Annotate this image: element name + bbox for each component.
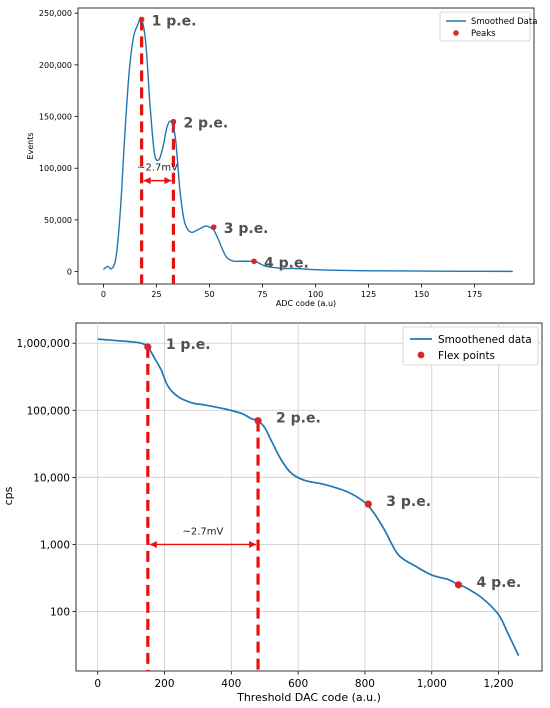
y-tick-label: 100 — [50, 607, 70, 619]
width-arrow-head-right — [164, 177, 172, 185]
y-tick-label: 1,000 — [40, 539, 70, 551]
legend-label-peaks: Peaks — [471, 29, 496, 39]
peak-marker — [251, 258, 257, 265]
pe-label: 2 p.e. — [183, 116, 228, 132]
dashed-lines-group — [140, 19, 176, 284]
legend-box — [402, 326, 539, 366]
width-arrow-head-left — [143, 177, 151, 185]
x-tick-label: 400 — [221, 678, 241, 690]
peak-marker — [210, 224, 217, 230]
legend-marker-swatch — [453, 30, 459, 36]
grid-group — [76, 323, 542, 671]
tick-group: 0 200 400 600 800 1,000 1,200 100 1,000 10,000 100… — [17, 338, 514, 690]
pe-label: 4 p.e. — [264, 255, 309, 271]
x-tick-label: 50 — [204, 290, 214, 299]
annotation-group: 1 p.e. 2 p.e. 3 p.e. 4 p.e. ~2.7mV — [137, 13, 309, 271]
legend-label-smoothened-data: Smoothened data — [438, 334, 532, 346]
series-group — [103, 16, 513, 273]
pe-label: 3 p.e. — [386, 494, 431, 510]
y-tick-label: 100,000 — [39, 164, 72, 173]
tick-group: 0 25 50 75 100 125 150 175 0 50,000 100,000 150,000… — [39, 9, 482, 299]
x-tick-label: 0 — [101, 290, 106, 299]
y-tick-label: 200,000 — [39, 61, 72, 70]
pe-label: 1 p.e. — [166, 337, 211, 353]
legend: Smoothened data Flex points — [402, 326, 539, 366]
x-tick-label: 0 — [94, 678, 101, 690]
y-tick-label: 150,000 — [39, 113, 72, 122]
x-tick-label: 175 — [467, 290, 482, 299]
annotation-group: 1 p.e. 2 p.e. 3 p.e. 4 p.e. ~2.7mV — [149, 337, 521, 591]
smoothed-data-line — [97, 338, 520, 657]
legend-label-flex-points: Flex points — [438, 350, 495, 362]
peak-marker — [454, 581, 463, 589]
peak-marker — [254, 417, 262, 425]
width-annotation-label: ~2.7mV — [137, 163, 178, 174]
smoothed-data-line — [103, 17, 513, 273]
y-tick-label: 1,000,000 — [17, 338, 70, 350]
x-tick-label: 1,200 — [484, 678, 514, 690]
legend: Smoothed Data Peaks — [439, 11, 537, 42]
width-arrow-head-right — [249, 540, 257, 548]
x-tick-label: 100 — [308, 290, 323, 299]
adc-events-chart: 0 25 50 75 100 125 150 175 0 50,000 100,000 150,000… — [26, 7, 537, 308]
dashed-lines-group — [146, 346, 260, 671]
peak-marker — [170, 118, 177, 125]
x-tick-label: 150 — [414, 290, 429, 299]
x-tick-label: 200 — [154, 678, 174, 690]
legend-marker-swatch — [417, 351, 425, 359]
y-axis-title: Events — [26, 132, 35, 159]
pe-label: 4 p.e. — [476, 575, 521, 591]
y-tick-label: 10,000 — [33, 472, 70, 484]
x-tick-label: 125 — [361, 290, 376, 299]
threshold-cps-chart: 0 200 400 600 800 1,000 1,200 100 1,000 10,000 100… — [2, 322, 543, 704]
x-tick-label: 1,000 — [417, 678, 447, 690]
y-tick-label: 250,000 — [39, 9, 72, 18]
x-axis-title: Threshold DAC code (a.u.) — [236, 691, 381, 704]
y-tick-label: 100,000 — [27, 405, 70, 417]
peak-marker — [144, 343, 152, 351]
pe-label: 3 p.e. — [224, 221, 269, 237]
series-group — [97, 338, 520, 657]
peak-marker — [364, 500, 372, 508]
y-tick-label: 0 — [67, 268, 72, 277]
peak-marker — [138, 16, 145, 23]
x-axis-title: ADC code (a.u) — [276, 299, 336, 308]
x-tick-label: 800 — [355, 678, 375, 690]
pe-label: 2 p.e. — [276, 411, 321, 427]
x-tick-label: 75 — [257, 290, 267, 299]
plot-frame — [77, 7, 535, 285]
pe-label: 1 p.e. — [152, 13, 197, 29]
width-annotation-label: ~2.7mV — [183, 526, 224, 537]
legend-box — [439, 11, 531, 42]
x-tick-label: 25 — [151, 290, 161, 299]
y-tick-label: 50,000 — [44, 216, 72, 225]
width-arrow-head-left — [149, 540, 157, 548]
x-tick-label: 600 — [288, 678, 308, 690]
legend-label-smoothed-data: Smoothed Data — [471, 17, 537, 27]
plot-frame — [75, 322, 543, 672]
y-axis-title: cps — [2, 486, 15, 505]
